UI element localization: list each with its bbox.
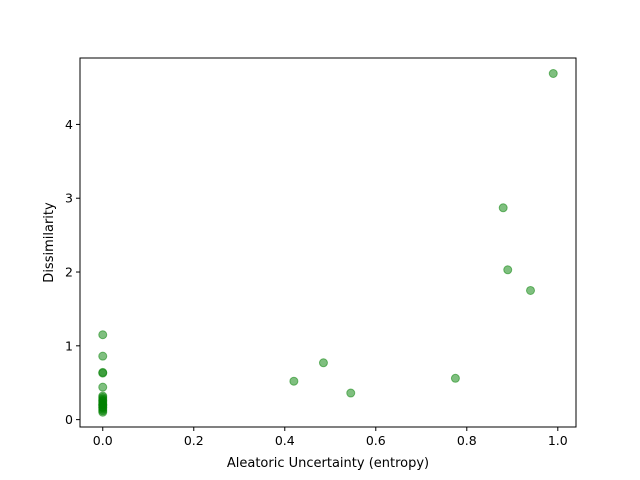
x-tick-label: 0.0	[93, 433, 113, 448]
y-tick-label: 2	[65, 265, 73, 280]
x-tick-label: 0.2	[184, 433, 204, 448]
plot-frame	[79, 57, 577, 428]
data-point	[98, 382, 108, 392]
x-axis-label: Aleatoric Uncertainty (entropy)	[227, 456, 429, 471]
y-tick-label: 1	[65, 338, 73, 353]
y-axis-ticks: 0 1 2 3 4	[65, 117, 80, 427]
x-tick-label: 0.8	[457, 433, 477, 448]
data-point	[98, 330, 108, 340]
x-axis-ticks: 0.0 0.2 0.4 0.6 0.8 1.0	[93, 427, 568, 448]
y-tick-label: 4	[65, 117, 73, 132]
y-axis-label: Dissimilarity	[42, 202, 57, 283]
x-tick-label: 1.0	[548, 433, 568, 448]
data-point	[318, 358, 328, 368]
data-point	[346, 388, 356, 398]
data-point	[498, 203, 508, 213]
data-point	[98, 368, 108, 378]
y-tick-label: 3	[65, 191, 73, 206]
data-point	[450, 373, 460, 383]
x-tick-label: 0.6	[366, 433, 386, 448]
data-point	[289, 376, 299, 386]
x-tick-label: 0.4	[275, 433, 295, 448]
data-point	[98, 407, 108, 417]
data-point	[98, 351, 108, 361]
data-points	[98, 69, 558, 417]
data-point	[503, 265, 513, 275]
y-tick-label: 0	[65, 412, 73, 427]
data-point	[526, 285, 535, 295]
data-point	[548, 69, 558, 78]
